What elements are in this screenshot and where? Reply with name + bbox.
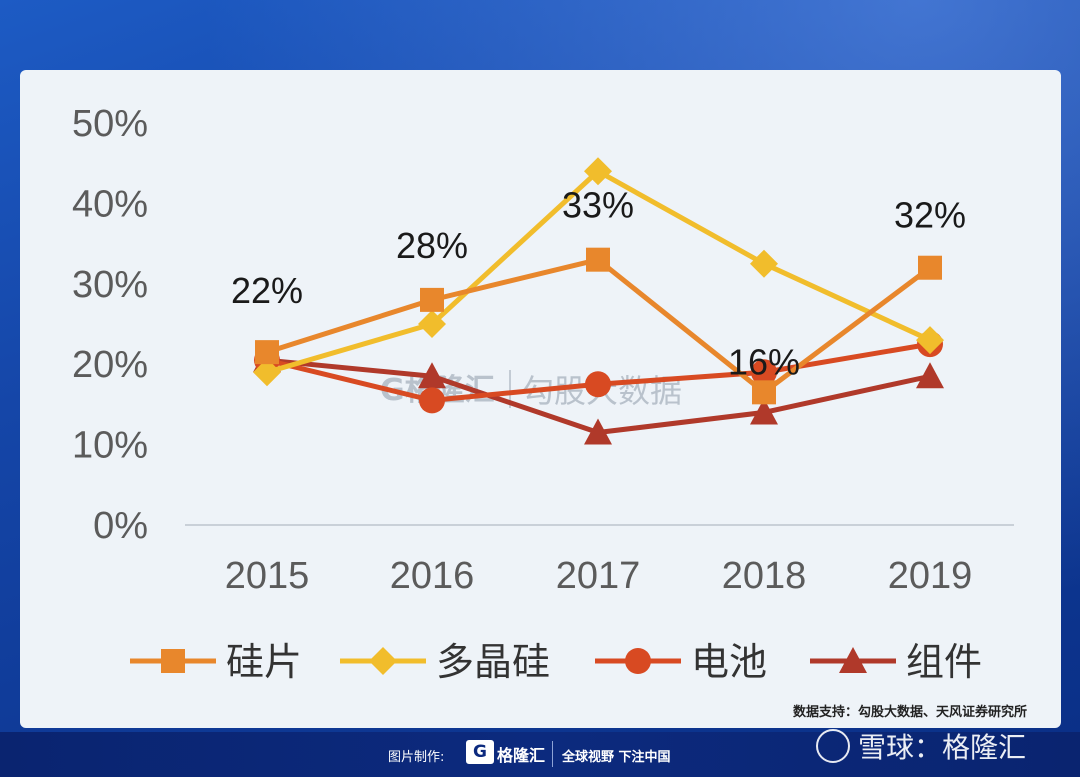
data-label: 16% (728, 341, 800, 382)
data-label: 33% (562, 185, 634, 226)
series-4-point (584, 418, 612, 445)
x-tick-label: 2019 (888, 555, 973, 597)
legend-label: 电池 (691, 640, 767, 684)
series-1-point (586, 247, 610, 272)
series-2-point (916, 326, 944, 355)
brand-divider (552, 741, 553, 767)
brand-slogan: 全球视野 下注中国 (562, 750, 671, 765)
x-tick-label: 2017 (556, 555, 641, 597)
series-1-point (255, 340, 279, 365)
series-2-point (418, 310, 446, 338)
data-label: 28% (396, 225, 468, 266)
footer-bar (0, 732, 1080, 777)
series-3-point (419, 387, 445, 414)
series-2-point (750, 249, 778, 278)
y-tick-label: 10% (72, 425, 148, 467)
series-3-point (751, 359, 777, 386)
y-tick-label: 30% (72, 264, 148, 306)
y-tick-label: 50% (72, 103, 148, 145)
legend-label: 多晶硅 (436, 640, 550, 684)
source-note: 数据支持：勾股大数据、天风证券研究所 (792, 705, 1027, 720)
x-tick-label: 2016 (390, 555, 475, 597)
brand-name: 格隆汇 (497, 746, 546, 765)
y-tick-label: 40% (72, 183, 148, 225)
x-tick-label: 2018 (722, 555, 807, 597)
x-tick-label: 2015 (225, 555, 310, 597)
platform-watermark: 雪球：格隆汇 (816, 726, 1026, 766)
brand-logo-icon: G (466, 740, 494, 764)
series-2-point (584, 157, 612, 186)
series-1-point (918, 255, 942, 280)
legend-label: 硅片 (226, 640, 302, 684)
legend-label: 组件 (906, 640, 982, 684)
legend-marker-3 (625, 648, 651, 674)
snowball-icon (816, 729, 850, 763)
data-label: 32% (894, 195, 966, 236)
line-chart: G格隆汇勾股大数据0%10%20%30%40%50%20152016201720… (72, 103, 1014, 684)
legend-marker-2 (369, 647, 397, 675)
legend-marker-1 (161, 649, 185, 673)
legend-marker-4 (839, 647, 867, 673)
series-2-point (253, 358, 281, 387)
platform-name: 雪球：格隆汇 (858, 731, 1027, 764)
chart-card: G格隆汇勾股大数据0%10%20%30%40%50%20152016201720… (20, 70, 1061, 728)
y-tick-label: 20% (72, 344, 148, 386)
series-4-point (916, 362, 944, 389)
image-credit-label: 图片制作: (388, 750, 445, 765)
series-3-point (585, 371, 611, 398)
series-4-point (750, 398, 778, 425)
series-4-point (418, 362, 446, 389)
data-label: 22% (231, 270, 303, 311)
y-tick-label: 0% (93, 505, 148, 547)
series-1-point (752, 380, 776, 405)
series-1-point (420, 287, 444, 312)
